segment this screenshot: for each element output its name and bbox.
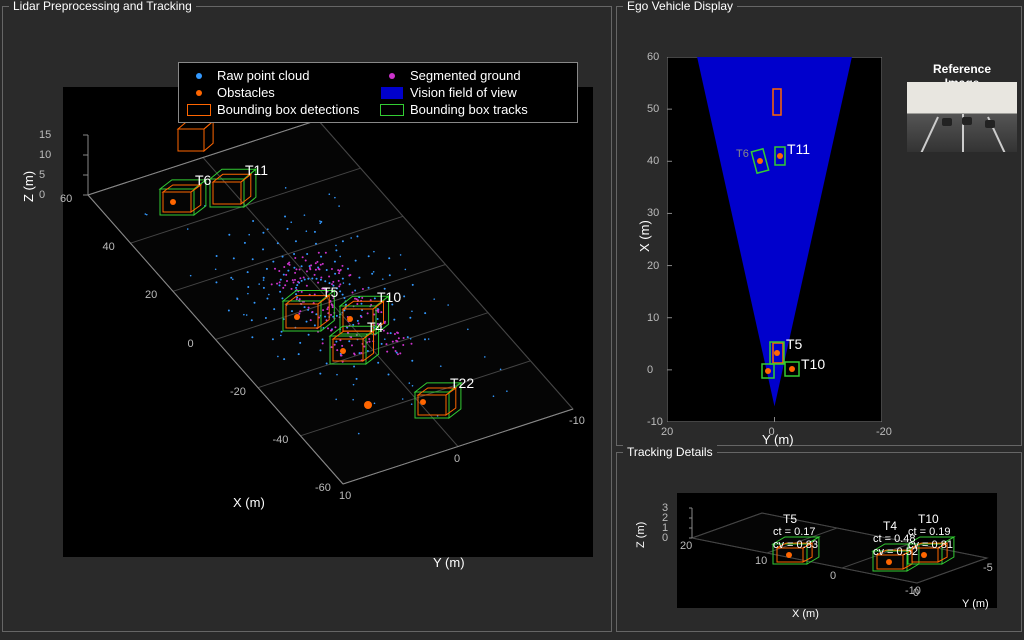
z-axis-label: Z (m) xyxy=(21,171,36,202)
x-axis-label: X (m) xyxy=(233,495,265,510)
y-axis-label: Y (m) xyxy=(962,598,989,610)
legend-label: Segmented ground xyxy=(410,68,521,83)
y-axis-label: Y (m) xyxy=(433,555,465,570)
legend-label: Bounding box detections xyxy=(217,102,359,117)
legend-label: Raw point cloud xyxy=(217,68,310,83)
legend-item: Bounding box tracks xyxy=(378,102,571,117)
legend-item: Raw point cloud xyxy=(185,68,378,83)
x-axis-label: X (m) xyxy=(637,220,652,252)
tracking-3d-plot[interactable]: T5ct = 0.17cv = 0.83T4ct = 0.48cv = 0.52… xyxy=(677,493,997,608)
ego-panel-title: Ego Vehicle Display xyxy=(623,0,737,13)
lidar-panel: Lidar Preprocessing and Tracking Raw poi… xyxy=(2,6,612,632)
y-axis-label: Y (m) xyxy=(762,432,794,447)
legend-item: Obstacles xyxy=(185,85,378,100)
z-axis-label: Z (m) xyxy=(635,522,647,548)
reference-image xyxy=(907,82,1017,152)
legend-box: Raw point cloud Segmented ground Obstacl… xyxy=(178,62,578,123)
ego-panel: Ego Vehicle Display T6T11T5T10 X (m) Y (… xyxy=(616,6,1022,446)
lidar-panel-title: Lidar Preprocessing and Tracking xyxy=(9,0,196,13)
tracking-panel-title: Tracking Details xyxy=(623,445,717,459)
legend-item: Bounding box detections xyxy=(185,102,378,117)
x-axis-label: X (m) xyxy=(792,608,819,620)
legend-label: Obstacles xyxy=(217,85,275,100)
ego-2d-plot[interactable]: T6T11T5T10 xyxy=(667,57,882,422)
legend-label: Bounding box tracks xyxy=(410,102,528,117)
legend-item: Vision field of view xyxy=(378,85,571,100)
legend-label: Vision field of view xyxy=(410,85,517,100)
tracking-panel: Tracking Details T5ct = 0.17cv = 0.83T4c… xyxy=(616,452,1022,632)
legend-item: Segmented ground xyxy=(378,68,571,83)
